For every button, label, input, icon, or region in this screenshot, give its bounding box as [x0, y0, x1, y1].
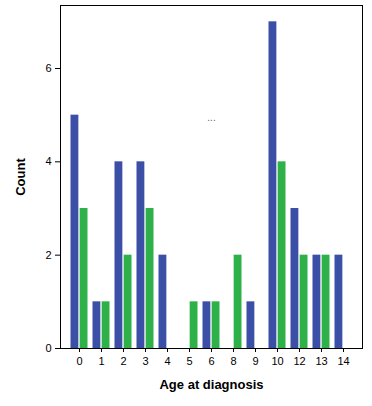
svg-text:13: 13 [315, 355, 327, 367]
svg-text:12: 12 [293, 355, 305, 367]
svg-text:9: 9 [252, 355, 258, 367]
svg-text:0: 0 [76, 355, 82, 367]
svg-text:...: ... [207, 112, 215, 123]
svg-text:14: 14 [337, 355, 349, 367]
svg-text:2: 2 [120, 355, 126, 367]
svg-text:Count: Count [13, 158, 28, 196]
svg-text:0: 0 [45, 342, 51, 354]
svg-text:10: 10 [271, 355, 283, 367]
svg-text:2: 2 [45, 249, 51, 261]
svg-text:1: 1 [98, 355, 104, 367]
svg-text:6: 6 [45, 62, 51, 74]
svg-text:3: 3 [142, 355, 148, 367]
svg-text:6: 6 [208, 355, 214, 367]
svg-text:8: 8 [230, 355, 236, 367]
svg-text:4: 4 [164, 355, 170, 367]
svg-text:5: 5 [186, 355, 192, 367]
svg-text:4: 4 [45, 155, 51, 167]
svg-text:Age at diagnosis: Age at diagnosis [159, 377, 263, 392]
